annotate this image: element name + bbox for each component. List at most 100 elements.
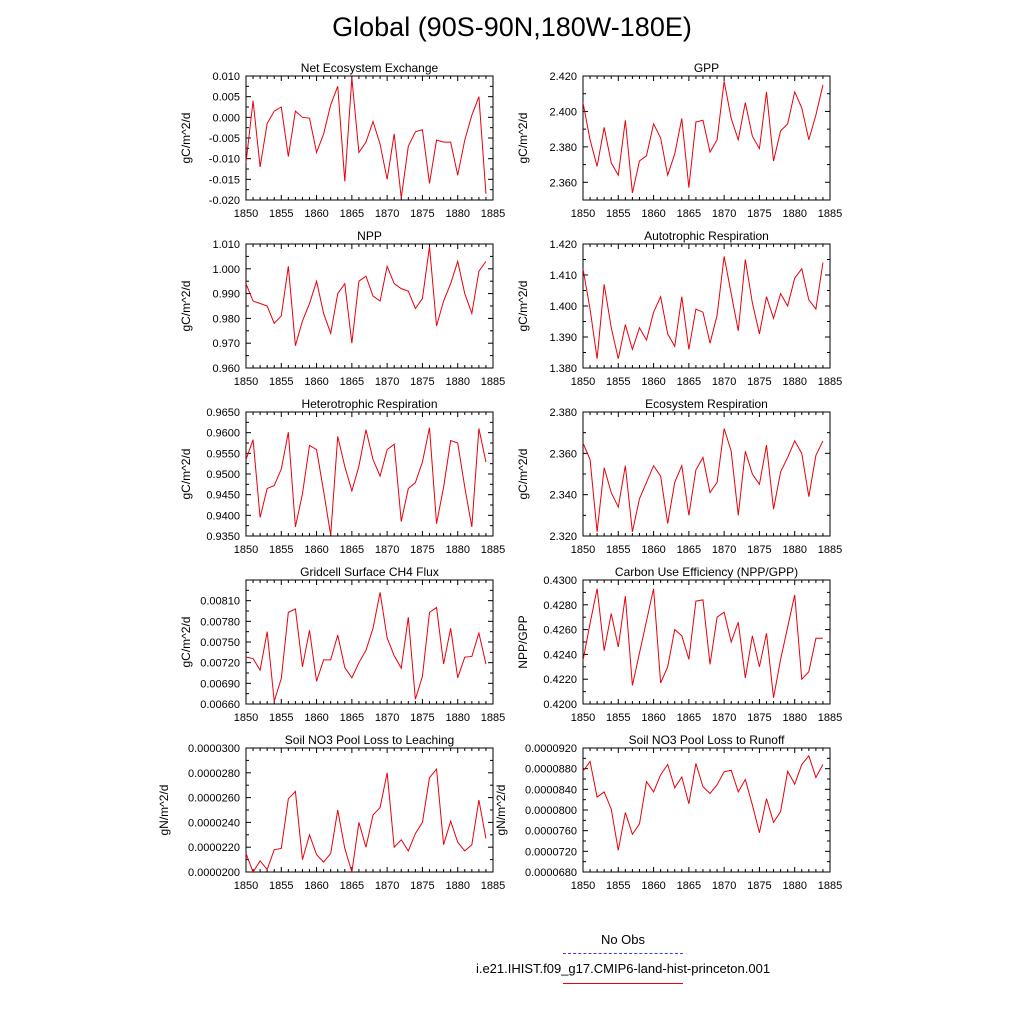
x-tick-label: 1880 bbox=[782, 712, 806, 724]
x-tick-label: 1850 bbox=[234, 208, 258, 220]
y-tick-label: 0.4300 bbox=[543, 575, 577, 587]
series-line-1 bbox=[245, 427, 487, 536]
chart-title: GPP bbox=[694, 61, 719, 75]
x-tick-label: 1880 bbox=[445, 208, 469, 220]
x-tick-label: 1860 bbox=[304, 712, 328, 724]
legend-label-no-obs: No Obs bbox=[600, 932, 646, 947]
x-tick-label: 1860 bbox=[304, 880, 328, 892]
chart-title: NPP bbox=[357, 229, 382, 243]
x-tick-label: 1855 bbox=[269, 712, 293, 724]
y-tick-label: -0.010 bbox=[209, 154, 240, 166]
legend-swatch-case bbox=[563, 983, 683, 984]
x-tick-label: 1885 bbox=[481, 208, 505, 220]
x-tick-label: 1865 bbox=[677, 544, 701, 556]
y-tick-label: 0.0000720 bbox=[525, 846, 577, 858]
y-axis-label: gC/m^2/d bbox=[516, 113, 530, 164]
x-tick-label: 1860 bbox=[641, 208, 665, 220]
chart-title: Soil NO3 Pool Loss to Runoff bbox=[629, 733, 786, 747]
x-tick-label: 1870 bbox=[712, 544, 736, 556]
y-tick-label: 0.0000300 bbox=[188, 743, 240, 755]
x-tick-label: 1880 bbox=[445, 544, 469, 556]
y-tick-label: 0.0000760 bbox=[525, 826, 577, 838]
y-tick-label: 0.0000200 bbox=[188, 867, 240, 879]
y-tick-label: 2.420 bbox=[549, 71, 577, 83]
y-axis-label: gN/m^2/d bbox=[494, 785, 508, 836]
y-tick-label: 0.00750 bbox=[200, 637, 240, 649]
y-tick-label: 0.0000800 bbox=[525, 805, 577, 817]
x-tick-label: 1875 bbox=[747, 712, 771, 724]
y-tick-label: 0.980 bbox=[212, 313, 240, 325]
x-tick-label: 1850 bbox=[234, 880, 258, 892]
x-tick-label: 1855 bbox=[606, 880, 630, 892]
x-tick-label: 1870 bbox=[712, 376, 736, 388]
y-tick-label: 0.00720 bbox=[200, 658, 240, 670]
x-tick-label: 1860 bbox=[641, 880, 665, 892]
y-tick-label: 1.410 bbox=[549, 270, 577, 282]
chart-panel-8: Carbon Use Efficiency (NPP/GPP) 1850 1855 1… bbox=[516, 565, 842, 724]
y-axis-label: gC/m^2/d bbox=[516, 449, 530, 500]
x-tick-label: 1875 bbox=[410, 376, 434, 388]
x-tick-label: 1855 bbox=[269, 544, 293, 556]
x-tick-label: 1875 bbox=[747, 208, 771, 220]
x-tick-label: 1865 bbox=[340, 712, 364, 724]
y-tick-label: 0.0000840 bbox=[525, 784, 577, 796]
series-line-1 bbox=[582, 588, 823, 698]
y-tick-label: 2.340 bbox=[549, 490, 577, 502]
series-line-1 bbox=[582, 428, 824, 532]
x-tick-label: 1860 bbox=[641, 712, 665, 724]
y-tick-label: 0.960 bbox=[212, 363, 240, 375]
y-tick-label: 0.9450 bbox=[206, 490, 240, 502]
y-tick-label: 2.360 bbox=[549, 177, 577, 189]
y-tick-label: 2.400 bbox=[549, 106, 577, 118]
plot-frame bbox=[582, 579, 831, 705]
x-tick-label: 1855 bbox=[606, 544, 630, 556]
x-tick-label: 1850 bbox=[234, 376, 258, 388]
plot-frame bbox=[245, 747, 494, 873]
x-tick-label: 1855 bbox=[269, 376, 293, 388]
x-tick-label: 1880 bbox=[445, 376, 469, 388]
y-tick-label: 0.00690 bbox=[200, 678, 240, 690]
series-line-1 bbox=[245, 767, 487, 874]
y-tick-label: 0.4280 bbox=[543, 600, 577, 612]
chart-panel-2: GPP 1850 1855 1860 1865 1870 1875 1880 1885 2.420… bbox=[516, 61, 842, 220]
y-tick-label: 0.005 bbox=[212, 92, 240, 104]
x-tick-label: 1865 bbox=[677, 880, 701, 892]
x-tick-label: 1875 bbox=[747, 544, 771, 556]
plot-frame bbox=[582, 75, 831, 201]
plot-frame bbox=[245, 75, 494, 201]
x-tick-label: 1865 bbox=[340, 880, 364, 892]
y-tick-label: 0.9600 bbox=[206, 428, 240, 440]
x-tick-label: 1855 bbox=[269, 208, 293, 220]
y-tick-label: 0.4240 bbox=[543, 649, 577, 661]
y-tick-label: 0.970 bbox=[212, 338, 240, 350]
y-axis-label: gC/m^2/d bbox=[179, 449, 193, 500]
x-tick-label: 1885 bbox=[481, 712, 505, 724]
series-line-1 bbox=[245, 592, 487, 702]
x-tick-label: 1865 bbox=[340, 544, 364, 556]
x-tick-label: 1855 bbox=[606, 712, 630, 724]
chart-title: Net Ecosystem Exchange bbox=[301, 61, 439, 75]
y-tick-label: 0.010 bbox=[212, 71, 240, 83]
legend-label-case: i.e21.IHIST.f09_g17.CMIP6-land-hist-prin… bbox=[475, 961, 771, 976]
x-tick-label: 1880 bbox=[782, 880, 806, 892]
x-tick-label: 1870 bbox=[712, 880, 736, 892]
legend-swatch-no-obs bbox=[563, 953, 683, 954]
y-tick-label: 0.4220 bbox=[543, 674, 577, 686]
x-tick-label: 1865 bbox=[677, 208, 701, 220]
x-tick-label: 1850 bbox=[234, 712, 258, 724]
plot-frame bbox=[245, 579, 494, 705]
chart-panel-4: Autotrophic Respiration 1850 1855 1860 1865 1… bbox=[516, 229, 842, 388]
y-tick-label: 2.320 bbox=[549, 531, 577, 543]
y-tick-label: 1.010 bbox=[212, 239, 240, 251]
y-tick-label: 0.9650 bbox=[206, 407, 240, 419]
x-tick-label: 1885 bbox=[818, 880, 842, 892]
chart-panel-3: NPP 1850 1855 1860 1865 1870 1875 1880 1885 1.010… bbox=[179, 229, 505, 388]
y-tick-label: 0.00810 bbox=[200, 596, 240, 608]
series-line-1 bbox=[582, 754, 824, 851]
x-tick-label: 1870 bbox=[712, 712, 736, 724]
y-tick-label: 0.0000240 bbox=[188, 817, 240, 829]
x-tick-label: 1880 bbox=[782, 208, 806, 220]
y-tick-label: 0.0000260 bbox=[188, 793, 240, 805]
y-tick-label: 0.990 bbox=[212, 289, 240, 301]
x-tick-label: 1885 bbox=[481, 880, 505, 892]
